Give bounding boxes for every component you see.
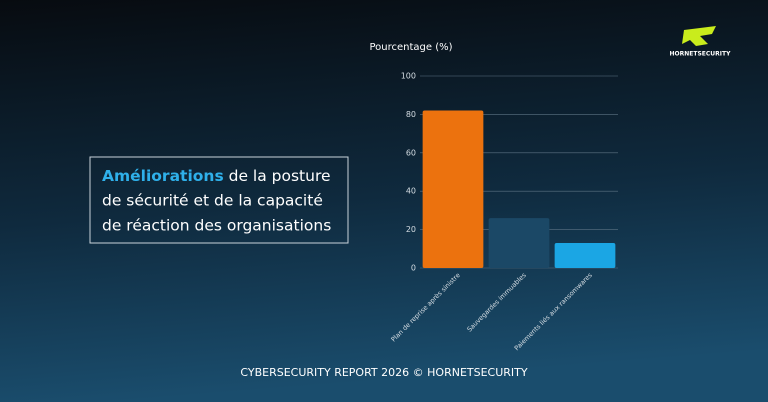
y-tick-label: 80 (406, 110, 416, 119)
headline-line: de réaction des organisations (102, 217, 331, 235)
bar (554, 243, 616, 268)
headline-highlight: Améliorations (102, 167, 224, 185)
headline-rest: de la posture (229, 167, 331, 185)
logo: HORNETSECURITY (670, 26, 732, 58)
y-tick-label: 40 (406, 187, 416, 196)
y-axis-label: Pourcentage (%) (369, 42, 452, 53)
y-tick-label: 100 (401, 72, 416, 81)
headline-box (89, 156, 349, 244)
y-tick-label: 0 (411, 264, 416, 273)
logo-text: HORNETSECURITY (670, 51, 732, 58)
logo-icon (682, 26, 716, 46)
headline-line: de sécurité et de la capacité (102, 192, 323, 210)
headline-line: Améliorations de la posture (102, 167, 331, 185)
footer: CYBERSECURITY REPORT 2026 © HORNETSECURI… (240, 366, 528, 379)
bar (422, 110, 484, 268)
y-tick-label: 60 (406, 148, 416, 157)
bar (488, 218, 550, 268)
y-tick-label: 20 (406, 225, 416, 234)
